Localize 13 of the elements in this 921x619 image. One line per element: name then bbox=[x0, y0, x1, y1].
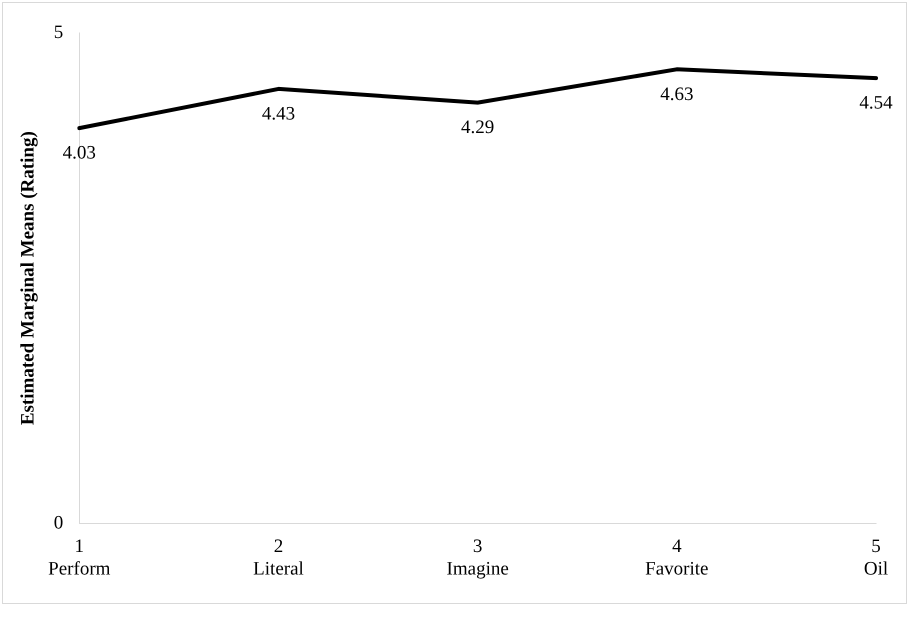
y-tick-label: 5 bbox=[54, 22, 64, 43]
y-axis-title: Estimated Marginal Means (Rating) bbox=[17, 131, 38, 426]
x-tick-label: 1 Perform bbox=[48, 536, 111, 580]
y-tick-label: 0 bbox=[54, 512, 64, 534]
x-tick-label: 2 Literal bbox=[253, 536, 304, 580]
x-tick-label: 3 Imagine bbox=[446, 536, 509, 580]
data-label: 4.29 bbox=[461, 117, 494, 138]
data-label: 4.03 bbox=[62, 142, 96, 164]
x-tick-label: 5 Oil bbox=[864, 536, 888, 580]
x-tick-label: 4 Favorite bbox=[645, 536, 708, 580]
data-label: 4.63 bbox=[660, 84, 694, 105]
data-label: 4.43 bbox=[262, 103, 296, 124]
data-label: 4.54 bbox=[859, 92, 894, 114]
